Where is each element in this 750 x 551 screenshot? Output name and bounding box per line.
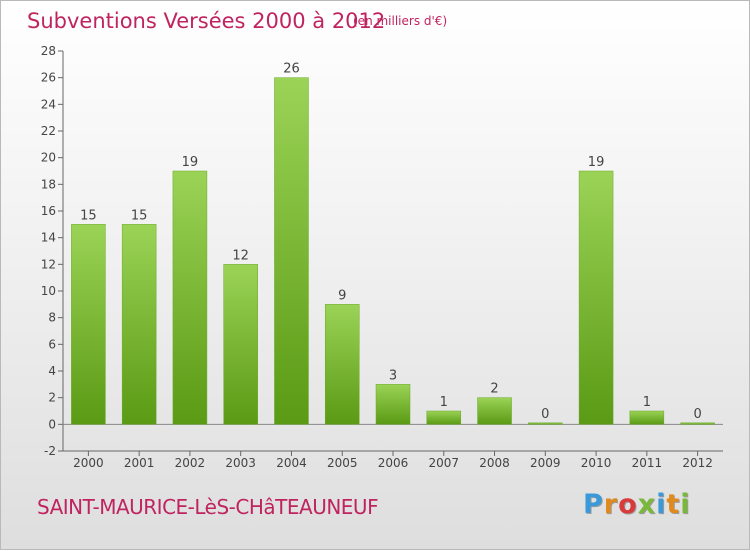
y-tick-label: 0 xyxy=(48,417,56,431)
x-tick-label-2008: 2008 xyxy=(479,456,510,470)
x-tick-label-2002: 2002 xyxy=(175,456,206,470)
bar-2008 xyxy=(477,397,512,425)
data-label-2005: 9 xyxy=(338,288,346,303)
y-tick-label: 22 xyxy=(41,124,56,138)
bar-2003 xyxy=(223,264,258,425)
logo-letter: o xyxy=(618,489,638,520)
y-tick-label: 24 xyxy=(41,97,56,111)
y-tick-label: 4 xyxy=(48,364,56,378)
x-tick-label-2010: 2010 xyxy=(581,456,612,470)
logo-letter: i xyxy=(680,489,691,520)
y-tick-label: 14 xyxy=(41,231,56,245)
data-label-2004: 26 xyxy=(283,62,300,77)
bar-2002 xyxy=(172,170,208,425)
y-tick-label: 8 xyxy=(48,311,56,325)
x-tick-label-2001: 2001 xyxy=(124,456,155,470)
y-tick-label: 20 xyxy=(41,151,56,165)
y-tick-label: -2 xyxy=(44,444,56,458)
x-tick-label-2011: 2011 xyxy=(632,456,663,470)
data-label-2008: 2 xyxy=(490,382,498,397)
bar-2001 xyxy=(121,224,157,425)
x-tick-label-2006: 2006 xyxy=(378,456,409,470)
bar-2007 xyxy=(426,410,462,425)
y-tick-label: 18 xyxy=(41,177,56,191)
chart-units-note: (en milliers d'€) xyxy=(353,14,448,28)
bar-2010 xyxy=(578,170,614,425)
bar-2012 xyxy=(680,422,715,425)
x-tick-label-2003: 2003 xyxy=(225,456,256,470)
logo-letter: x xyxy=(637,489,657,520)
data-label-2003: 12 xyxy=(232,248,249,263)
bar-2000 xyxy=(71,224,106,425)
bar-2004 xyxy=(274,77,309,425)
x-tick-label-2007: 2007 xyxy=(428,456,459,470)
x-tick-label-2000: 2000 xyxy=(73,456,104,470)
y-tick-label: 12 xyxy=(41,257,56,271)
x-tick-label-2009: 2009 xyxy=(530,456,561,470)
logo-letter: P xyxy=(583,489,604,520)
x-tick-label-2004: 2004 xyxy=(276,456,307,470)
data-label-2001: 15 xyxy=(131,208,148,223)
data-label-2002: 19 xyxy=(182,155,199,170)
y-tick-label: 16 xyxy=(41,204,56,218)
chart-bars xyxy=(71,77,715,425)
bar-2006 xyxy=(375,384,411,425)
town-name: SAINT-MAURICE-LèS-CHâTEAUNEUF xyxy=(37,495,379,519)
bar-2011 xyxy=(629,410,665,425)
logo-letter: r xyxy=(603,489,619,520)
data-label-2007: 1 xyxy=(440,395,448,410)
y-tick-label: 26 xyxy=(41,71,56,85)
bar-2005 xyxy=(324,304,360,425)
y-tick-label: 2 xyxy=(48,391,56,405)
logo-letter: t xyxy=(666,489,681,520)
data-label-2000: 15 xyxy=(80,208,97,223)
data-label-2010: 19 xyxy=(588,155,605,170)
data-label-2009: 0 xyxy=(541,407,549,422)
y-tick-label: 28 xyxy=(41,44,56,58)
chart-title: Subventions Versées 2000 à 2012 xyxy=(27,9,386,33)
data-label-2011: 1 xyxy=(643,395,651,410)
y-tick-label: 6 xyxy=(48,337,56,351)
y-tick-label: 10 xyxy=(41,284,56,298)
proxiti-logo: Proxiti xyxy=(583,489,691,520)
logo-letter: i xyxy=(656,489,667,520)
x-tick-label-2005: 2005 xyxy=(327,456,358,470)
data-label-2006: 3 xyxy=(389,368,397,383)
data-label-2012: 0 xyxy=(693,407,701,422)
x-tick-label-2012: 2012 xyxy=(682,456,713,470)
bar-2009 xyxy=(528,422,563,425)
